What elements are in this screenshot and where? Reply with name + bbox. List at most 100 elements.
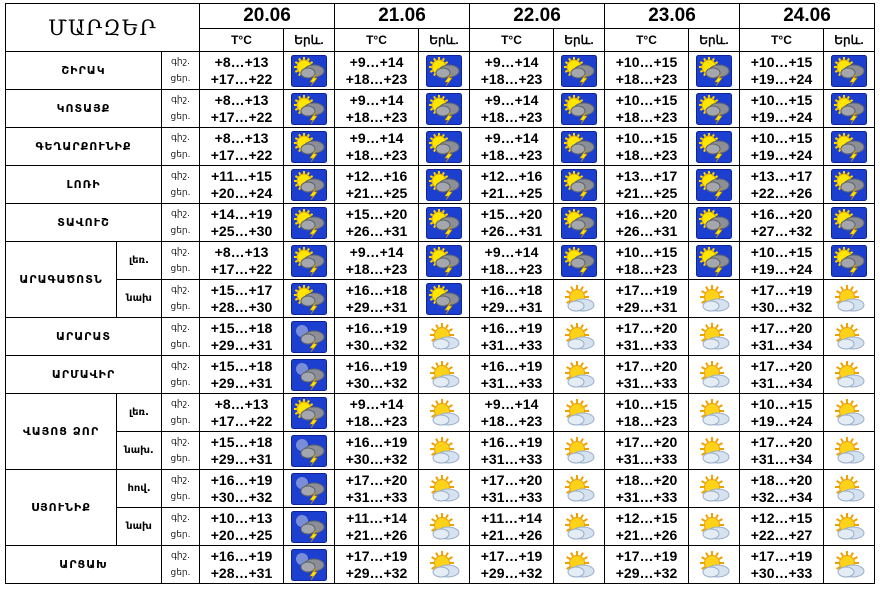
day-temperature: +31…+33 bbox=[480, 488, 543, 505]
forecast-row: ԳԵՂԱՐՔՈՒՆԻՔ գիշ. ցեր. +8…+13 +17…+22 +9…+14 +1… bbox=[5, 127, 875, 166]
night-temperature: +8…+13 bbox=[214, 91, 269, 108]
night-label: գիշ. bbox=[171, 284, 190, 295]
weather-icon-cell bbox=[553, 165, 605, 204]
temperature-cell: +12…+15 +21…+26 bbox=[604, 507, 689, 546]
subregion-label: նախ. bbox=[116, 431, 162, 470]
weather-icon-cell bbox=[553, 507, 605, 546]
date-header: 21.06 bbox=[334, 3, 470, 29]
night-temperature: +9…+14 bbox=[484, 395, 539, 412]
night-temperature: +8…+13 bbox=[214, 53, 269, 70]
day-temperature: +21…+26 bbox=[480, 526, 543, 543]
subregion-label: նախ bbox=[116, 279, 162, 318]
day-temperature: +18…+23 bbox=[345, 70, 408, 87]
weather-icon-cell bbox=[418, 507, 470, 546]
storm-blue-icon bbox=[291, 320, 327, 353]
night-temperature: +16…+19 bbox=[480, 433, 543, 450]
temp-column-header: T°C bbox=[334, 28, 419, 52]
sun-cloud-storm-blue-icon bbox=[291, 396, 327, 429]
weather-icon-cell bbox=[823, 393, 875, 432]
sun-cloud-icon bbox=[565, 436, 595, 463]
night-temperature: +17…+20 bbox=[750, 433, 813, 450]
night-temperature: +10…+15 bbox=[615, 243, 678, 260]
day-label: ցեր. bbox=[170, 453, 191, 464]
night-temperature: +15…+18 bbox=[210, 357, 273, 374]
weather-icon-cell bbox=[823, 203, 875, 242]
night-temperature: +18…+20 bbox=[615, 471, 678, 488]
temperature-cell: +12…+16 +21…+25 bbox=[334, 165, 419, 204]
day-temperature: +17…+22 bbox=[210, 146, 273, 163]
forecast-row: ՏԱՎՈՒՇ գիշ. ցեր. +14…+19 +25…+30 +15…+20 +26…+… bbox=[5, 203, 875, 242]
night-temperature: +9…+14 bbox=[349, 243, 404, 260]
night-temperature: +16…+19 bbox=[345, 319, 408, 336]
weather-icon-cell bbox=[418, 51, 470, 90]
sun-cloud-storm-blue-icon bbox=[291, 130, 327, 163]
storm-blue-icon bbox=[291, 510, 327, 543]
weather-icon-cell bbox=[418, 545, 470, 584]
temperature-cell: +12…+16 +21…+25 bbox=[469, 165, 554, 204]
day-temperature: +18…+23 bbox=[345, 260, 408, 277]
night-temperature: +17…+20 bbox=[750, 357, 813, 374]
temperature-cell: +16…+20 +27…+32 bbox=[739, 203, 824, 242]
sun-cloud-storm-blue-icon bbox=[831, 168, 867, 201]
temperature-cell: +10…+15 +19…+24 bbox=[739, 127, 824, 166]
temperature-cell: +9…+14 +18…+23 bbox=[469, 393, 554, 432]
sun-cloud-icon bbox=[565, 284, 595, 311]
sun-cloud-icon bbox=[835, 436, 865, 463]
temp-column-header: T°C bbox=[739, 28, 824, 52]
sun-cloud-storm-blue-icon bbox=[696, 54, 732, 87]
sun-cloud-storm-blue-icon bbox=[561, 130, 597, 163]
night-temperature: +16…+20 bbox=[615, 205, 678, 222]
sun-cloud-icon bbox=[430, 512, 460, 539]
day-temperature: +18…+23 bbox=[480, 260, 543, 277]
night-temperature: +17…+19 bbox=[750, 547, 813, 564]
day-temperature: +18…+23 bbox=[615, 146, 678, 163]
sun-cloud-storm-blue-icon bbox=[831, 206, 867, 239]
sun-cloud-icon bbox=[835, 474, 865, 501]
sun-cloud-icon bbox=[565, 360, 595, 387]
forecast-row: ՎԱՅՈՑ ՁՈՐ լեռ. գիշ. ցեր. +8…+13 +17…+22 +9…+14… bbox=[5, 393, 875, 470]
sun-cloud-icon bbox=[565, 322, 595, 349]
page-title: ՄԱՐԶԵՐ bbox=[5, 3, 200, 52]
weather-icon-cell bbox=[688, 507, 740, 546]
day-temperature: +18…+23 bbox=[480, 108, 543, 125]
night-temperature: +10…+13 bbox=[210, 509, 273, 526]
weather-icon-cell bbox=[553, 317, 605, 356]
day-temperature: +26…+31 bbox=[480, 222, 543, 239]
sun-cloud-icon bbox=[700, 360, 730, 387]
weather-icon-cell bbox=[823, 279, 875, 318]
icon-column-header: Երև. bbox=[823, 28, 875, 52]
forecast-row: ԱՐՑԱԽ գիշ. ցեր. +16…+19 +28…+31 +17…+19 +29…+3… bbox=[5, 545, 875, 584]
weather-icon-cell bbox=[553, 545, 605, 584]
sun-cloud-storm-blue-icon bbox=[291, 92, 327, 125]
region-name: ԱՐՄԱՎԻՐ bbox=[5, 355, 162, 394]
temperature-cell: +15…+17 +28…+30 bbox=[199, 279, 284, 318]
day-temperature: +18…+23 bbox=[345, 412, 408, 429]
day-temperature: +29…+31 bbox=[345, 298, 408, 315]
day-temperature: +17…+22 bbox=[210, 108, 273, 125]
night-temperature: +16…+19 bbox=[210, 547, 273, 564]
temperature-cell: +10…+15 +18…+23 bbox=[604, 241, 689, 280]
day-temperature: +29…+31 bbox=[480, 298, 543, 315]
header-dates-row: ՄԱՐԶԵՐ 20.06 21.06 22.06 23.06 24.06 bbox=[5, 3, 875, 52]
night-temperature: +13…+17 bbox=[615, 167, 678, 184]
day-temperature: +21…+26 bbox=[615, 526, 678, 543]
temperature-cell: +16…+19 +31…+33 bbox=[469, 431, 554, 470]
weather-icon-cell bbox=[688, 127, 740, 166]
day-temperature: +18…+23 bbox=[615, 412, 678, 429]
day-label: ցեր. bbox=[170, 567, 191, 578]
weather-icon-cell bbox=[283, 89, 335, 128]
weather-icon-cell bbox=[283, 355, 335, 394]
day-temperature: +21…+25 bbox=[480, 184, 543, 201]
region-name: ԳԵՂԱՐՔՈՒՆԻՔ bbox=[5, 127, 162, 166]
region-name: ՍՅՈՒՆԻՔ bbox=[5, 469, 117, 546]
time-period-labels: գիշ. ցեր. bbox=[161, 165, 200, 204]
day-temperature: +32…+34 bbox=[750, 488, 813, 505]
temperature-cell: +9…+14 +18…+23 bbox=[469, 241, 554, 280]
weather-icon-cell bbox=[418, 355, 470, 394]
temperature-cell: +8…+13 +17…+22 bbox=[199, 51, 284, 90]
day-temperature: +18…+23 bbox=[615, 260, 678, 277]
day-label: ցեր. bbox=[170, 225, 191, 236]
night-temperature: +17…+20 bbox=[615, 357, 678, 374]
weather-icon-cell bbox=[823, 165, 875, 204]
sun-cloud-storm-blue-icon bbox=[291, 168, 327, 201]
